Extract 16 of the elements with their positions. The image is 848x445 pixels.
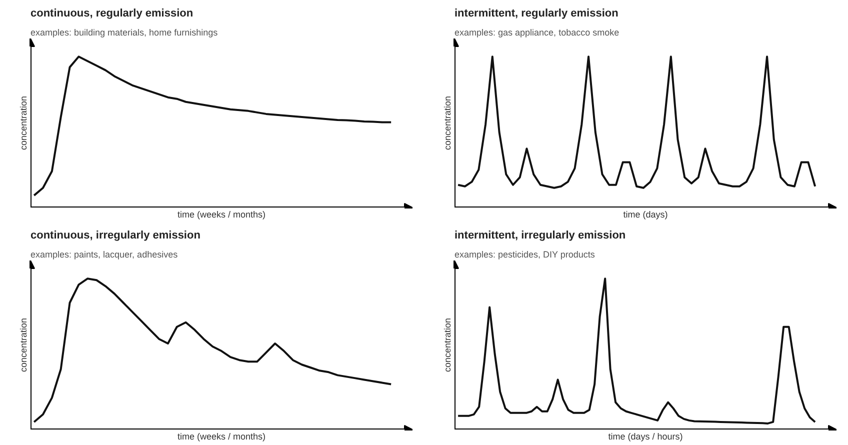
chart-subtitle: examples: building materials, home furnishings bbox=[30, 28, 218, 38]
x-axis-title: time (weeks / months) bbox=[177, 210, 266, 220]
chart-subtitle: examples: gas appliance, tobacco smoke bbox=[454, 28, 620, 38]
y-axis-title: concentration bbox=[442, 96, 452, 150]
chart-title: continuous, regularly emission bbox=[30, 8, 194, 20]
chart-title: continuous, irregularly emission bbox=[30, 230, 201, 242]
y-axis-title: concentration bbox=[442, 318, 452, 372]
chart-title: intermittent, regularly emission bbox=[454, 8, 619, 20]
chart-subtitle: examples: paints, lacquer, adhesives bbox=[30, 250, 178, 260]
x-axis-title: time (days / hours) bbox=[608, 432, 683, 442]
chart-title: intermittent, irregularly emission bbox=[454, 230, 626, 242]
x-axis-title: time (weeks / months) bbox=[177, 432, 266, 442]
chart-subtitle: examples: pesticides, DIY products bbox=[454, 250, 596, 260]
x-axis-title: time (days) bbox=[623, 210, 668, 220]
y-axis-title: concentration bbox=[18, 318, 28, 372]
y-axis-title: concentration bbox=[18, 96, 28, 150]
